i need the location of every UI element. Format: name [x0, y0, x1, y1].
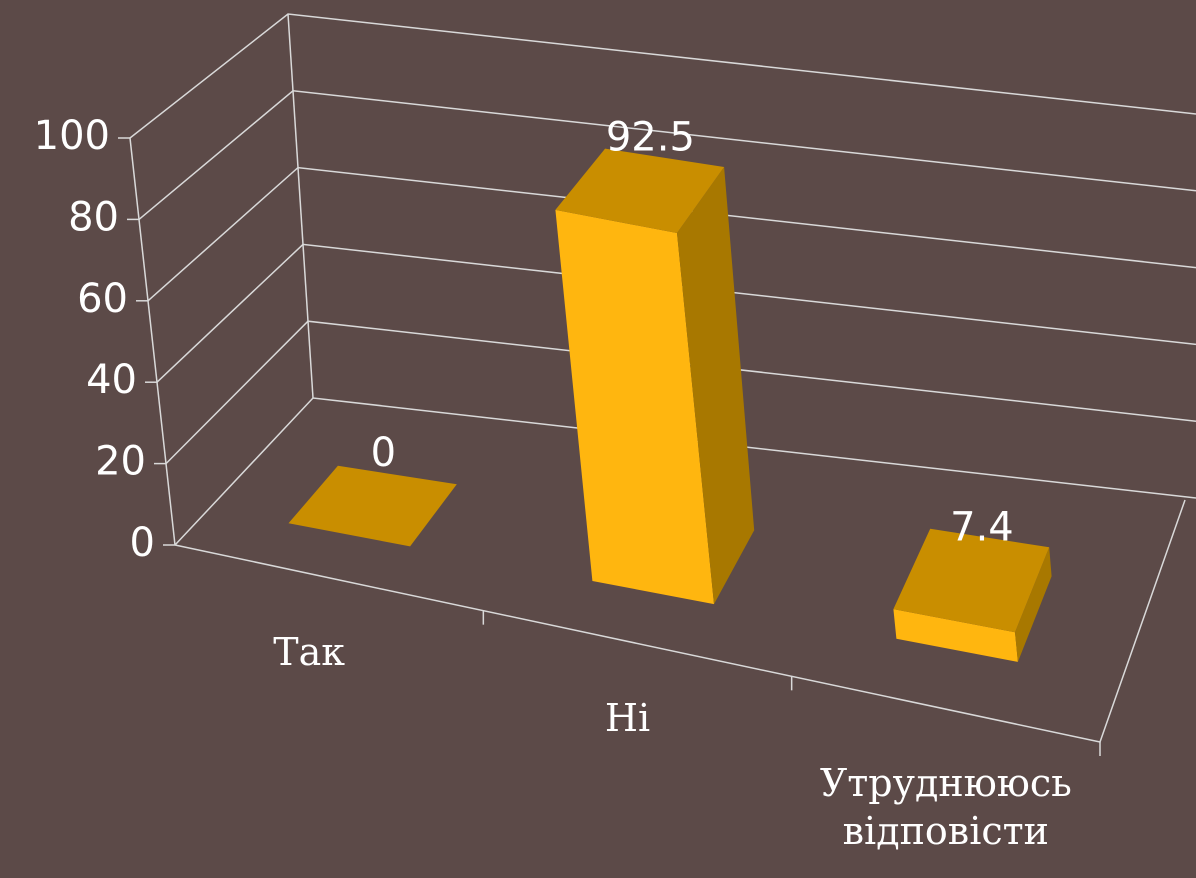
bar: [288, 465, 457, 547]
x-tick-label: Так: [273, 629, 346, 674]
bar-front: [555, 209, 714, 605]
x-tick-label: Ні: [604, 695, 651, 740]
bar-top: [555, 148, 725, 233]
bar: [893, 528, 1052, 662]
bar-side: [677, 167, 755, 605]
grid-line: [129, 13, 1196, 139]
data-label: 92.5: [606, 115, 695, 161]
y-axis: [129, 137, 176, 546]
data-label: 0: [371, 430, 396, 476]
y-tick-label: 80: [68, 194, 119, 240]
grid-line: [156, 243, 1196, 383]
grid-line: [174, 397, 1196, 546]
bar-side: [1015, 547, 1052, 662]
x-tick-label: Утруднююсь відповісти: [819, 761, 1072, 854]
data-label: 7.4: [950, 504, 1014, 550]
back-axis: [287, 13, 314, 399]
y-tick-label: 60: [77, 276, 128, 322]
grid-line: [165, 320, 1196, 465]
y-tick-label: 20: [95, 439, 146, 485]
y-tick-label: 40: [86, 357, 137, 403]
bar-top: [893, 528, 1050, 633]
y-tick-label: 0: [130, 520, 155, 566]
grid-line: [138, 90, 1196, 220]
bar-front: [893, 609, 1018, 662]
bar: [555, 148, 755, 605]
y-tick-label: 100: [34, 113, 110, 159]
bar-top: [288, 465, 457, 547]
grid-line: [147, 166, 1196, 302]
